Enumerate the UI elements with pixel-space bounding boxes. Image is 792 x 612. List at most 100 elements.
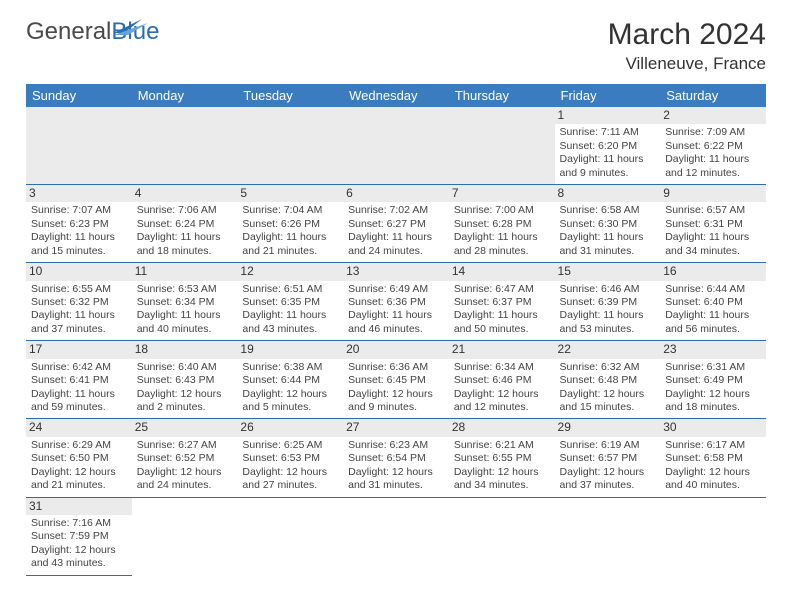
calendar-cell: 20Sunrise: 6:36 AMSunset: 6:45 PMDayligh… xyxy=(343,341,449,419)
daylight-line: Daylight: 11 hours and 56 minutes. xyxy=(665,309,761,336)
brand-logo: GeneralBlue xyxy=(26,18,159,46)
sunrise-line: Sunrise: 6:19 AM xyxy=(560,439,656,452)
day-number: 25 xyxy=(132,419,238,436)
day-number: 17 xyxy=(26,341,132,358)
day-number: 20 xyxy=(343,341,449,358)
sunrise-line: Sunrise: 6:21 AM xyxy=(454,439,550,452)
sunset-line: Sunset: 6:39 PM xyxy=(560,296,656,309)
calendar-cell: 9Sunrise: 6:57 AMSunset: 6:31 PMDaylight… xyxy=(660,185,766,263)
sunrise-line: Sunrise: 6:27 AM xyxy=(137,439,233,452)
day-number: 22 xyxy=(555,341,661,358)
calendar-cell xyxy=(449,107,555,185)
month-title: March 2024 xyxy=(608,18,766,52)
weekday-header: Thursday xyxy=(449,84,555,107)
day-number: 7 xyxy=(449,185,555,202)
sunset-line: Sunset: 6:55 PM xyxy=(454,452,550,465)
daylight-line: Daylight: 12 hours and 24 minutes. xyxy=(137,466,233,493)
calendar-row: 3Sunrise: 7:07 AMSunset: 6:23 PMDaylight… xyxy=(26,185,766,263)
calendar-cell: 5Sunrise: 7:04 AMSunset: 6:26 PMDaylight… xyxy=(237,185,343,263)
sunrise-line: Sunrise: 6:46 AM xyxy=(560,283,656,296)
sunset-line: Sunset: 6:26 PM xyxy=(242,218,338,231)
day-number: 13 xyxy=(343,263,449,280)
sunrise-line: Sunrise: 7:04 AM xyxy=(242,204,338,217)
day-number: 23 xyxy=(660,341,766,358)
sunset-line: Sunset: 6:53 PM xyxy=(242,452,338,465)
sunset-line: Sunset: 6:31 PM xyxy=(665,218,761,231)
day-number: 8 xyxy=(555,185,661,202)
calendar-cell: 1Sunrise: 7:11 AMSunset: 6:20 PMDaylight… xyxy=(555,107,661,185)
calendar-cell: 6Sunrise: 7:02 AMSunset: 6:27 PMDaylight… xyxy=(343,185,449,263)
daylight-line: Daylight: 11 hours and 21 minutes. xyxy=(242,231,338,258)
calendar-cell: 10Sunrise: 6:55 AMSunset: 6:32 PMDayligh… xyxy=(26,263,132,341)
day-number: 29 xyxy=(555,419,661,436)
daylight-line: Daylight: 11 hours and 31 minutes. xyxy=(560,231,656,258)
day-number: 12 xyxy=(237,263,343,280)
sunrise-line: Sunrise: 6:36 AM xyxy=(348,361,444,374)
calendar-cell xyxy=(660,497,766,575)
sunrise-line: Sunrise: 7:06 AM xyxy=(137,204,233,217)
daylight-line: Daylight: 11 hours and 12 minutes. xyxy=(665,153,761,180)
sunset-line: Sunset: 7:59 PM xyxy=(31,530,127,543)
daylight-line: Daylight: 11 hours and 24 minutes. xyxy=(348,231,444,258)
calendar-row: 17Sunrise: 6:42 AMSunset: 6:41 PMDayligh… xyxy=(26,341,766,419)
day-number: 16 xyxy=(660,263,766,280)
sunrise-line: Sunrise: 6:32 AM xyxy=(560,361,656,374)
calendar-cell: 22Sunrise: 6:32 AMSunset: 6:48 PMDayligh… xyxy=(555,341,661,419)
sunset-line: Sunset: 6:30 PM xyxy=(560,218,656,231)
daylight-line: Daylight: 11 hours and 40 minutes. xyxy=(137,309,233,336)
calendar-cell: 21Sunrise: 6:34 AMSunset: 6:46 PMDayligh… xyxy=(449,341,555,419)
calendar-cell: 23Sunrise: 6:31 AMSunset: 6:49 PMDayligh… xyxy=(660,341,766,419)
sunrise-line: Sunrise: 6:57 AM xyxy=(665,204,761,217)
calendar-cell xyxy=(343,497,449,575)
calendar-cell: 7Sunrise: 7:00 AMSunset: 6:28 PMDaylight… xyxy=(449,185,555,263)
sunrise-line: Sunrise: 6:40 AM xyxy=(137,361,233,374)
sunrise-line: Sunrise: 6:42 AM xyxy=(31,361,127,374)
calendar-row: 1Sunrise: 7:11 AMSunset: 6:20 PMDaylight… xyxy=(26,107,766,185)
brand-part1: General xyxy=(26,18,111,46)
calendar-cell: 13 Sunrise: 6:49 AMSunset: 6:36 PMDayligh… xyxy=(343,263,449,341)
calendar-cell: 3Sunrise: 7:07 AMSunset: 6:23 PMDaylight… xyxy=(26,185,132,263)
day-number: 15 xyxy=(555,263,661,280)
sunset-line: Sunset: 6:44 PM xyxy=(242,374,338,387)
calendar-cell: 24Sunrise: 6:29 AMSunset: 6:50 PMDayligh… xyxy=(26,419,132,497)
daylight-line: Daylight: 11 hours and 9 minutes. xyxy=(560,153,656,180)
daylight-line: Daylight: 11 hours and 34 minutes. xyxy=(665,231,761,258)
day-number: 21 xyxy=(449,341,555,358)
flag-icon xyxy=(114,16,148,44)
calendar-cell: 19Sunrise: 6:38 AMSunset: 6:44 PMDayligh… xyxy=(237,341,343,419)
sunrise-line: Sunrise: 7:07 AM xyxy=(31,204,127,217)
daylight-line: Daylight: 11 hours and 43 minutes. xyxy=(242,309,338,336)
sunrise-line: Sunrise: 7:16 AM xyxy=(31,517,127,530)
sunrise-line: Sunrise: 6:38 AM xyxy=(242,361,338,374)
calendar-row: 24Sunrise: 6:29 AMSunset: 6:50 PMDayligh… xyxy=(26,419,766,497)
sunset-line: Sunset: 6:36 PM xyxy=(348,296,444,309)
daylight-line: Daylight: 11 hours and 46 minutes. xyxy=(348,309,444,336)
daylight-line: Daylight: 12 hours and 5 minutes. xyxy=(242,388,338,415)
day-number: 10 xyxy=(26,263,132,280)
calendar-cell: 12Sunrise: 6:51 AMSunset: 6:35 PMDayligh… xyxy=(237,263,343,341)
sunset-line: Sunset: 6:20 PM xyxy=(560,140,656,153)
day-number: 18 xyxy=(132,341,238,358)
location: Villeneuve, France xyxy=(608,54,766,74)
weekday-header: Friday xyxy=(555,84,661,107)
sunrise-line: Sunrise: 6:44 AM xyxy=(665,283,761,296)
calendar-cell: 11Sunrise: 6:53 AMSunset: 6:34 PMDayligh… xyxy=(132,263,238,341)
day-number: 28 xyxy=(449,419,555,436)
day-number: 4 xyxy=(132,185,238,202)
calendar-cell: 27Sunrise: 6:23 AMSunset: 6:54 PMDayligh… xyxy=(343,419,449,497)
daylight-line: Daylight: 12 hours and 18 minutes. xyxy=(665,388,761,415)
calendar-cell: 14Sunrise: 6:47 AMSunset: 6:37 PMDayligh… xyxy=(449,263,555,341)
sunset-line: Sunset: 6:32 PM xyxy=(31,296,127,309)
calendar-table: SundayMondayTuesdayWednesdayThursdayFrid… xyxy=(26,84,766,576)
calendar-cell: 4Sunrise: 7:06 AMSunset: 6:24 PMDaylight… xyxy=(132,185,238,263)
sunset-line: Sunset: 6:22 PM xyxy=(665,140,761,153)
calendar-cell xyxy=(132,497,238,575)
sunrise-line: Sunrise: 6:58 AM xyxy=(560,204,656,217)
calendar-row: 31Sunrise: 7:16 AMSunset: 7:59 PMDayligh… xyxy=(26,497,766,575)
title-block: March 2024 Villeneuve, France xyxy=(608,18,766,74)
daylight-line: Daylight: 12 hours and 43 minutes. xyxy=(31,544,127,571)
day-number: 6 xyxy=(343,185,449,202)
sunset-line: Sunset: 6:40 PM xyxy=(665,296,761,309)
sunrise-line: Sunrise: 6:49 AM xyxy=(348,283,444,296)
calendar-cell xyxy=(343,107,449,185)
